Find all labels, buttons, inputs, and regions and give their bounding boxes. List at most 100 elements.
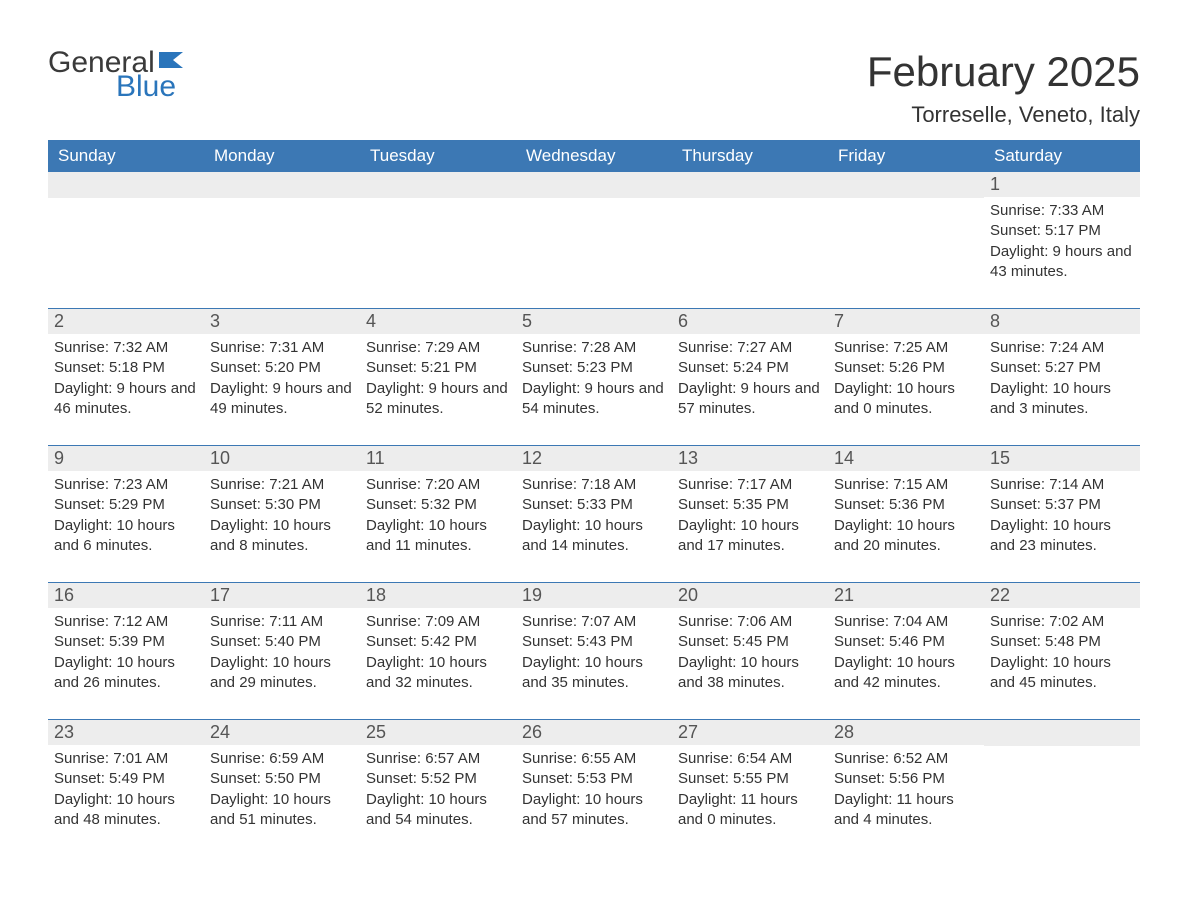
sunrise-text: Sunrise: 7:06 AM xyxy=(678,612,822,632)
day-number: 3 xyxy=(210,311,220,331)
cell-body: Sunrise: 7:20 AMSunset: 5:32 PMDaylight:… xyxy=(360,471,516,556)
week-row: 23Sunrise: 7:01 AMSunset: 5:49 PMDayligh… xyxy=(48,719,1140,840)
sunrise-text: Sunrise: 7:31 AM xyxy=(210,338,354,358)
sunrise-text: Sunrise: 7:32 AM xyxy=(54,338,198,358)
cell-body: Sunrise: 7:02 AMSunset: 5:48 PMDaylight:… xyxy=(984,608,1140,693)
calendar-cell: 14Sunrise: 7:15 AMSunset: 5:36 PMDayligh… xyxy=(828,446,984,566)
day-number: 22 xyxy=(990,585,1010,605)
day-header-row: Sunday Monday Tuesday Wednesday Thursday… xyxy=(48,140,1140,172)
header: General Blue February 2025 Torreselle, V… xyxy=(48,48,1140,128)
day-number: 11 xyxy=(366,448,385,468)
calendar-cell: 3 Sunrise: 7:31 AMSunset: 5:20 PMDaylight… xyxy=(204,309,360,429)
calendar-cell: 15Sunrise: 7:14 AMSunset: 5:37 PMDayligh… xyxy=(984,446,1140,566)
day-number: 12 xyxy=(522,448,542,468)
cell-body: Sunrise: 7:32 AMSunset: 5:18 PMDaylight:… xyxy=(48,334,204,419)
day-number: 8 xyxy=(990,311,1000,331)
sunset-text: Sunset: 5:27 PM xyxy=(990,358,1134,378)
sunrise-text: Sunrise: 7:29 AM xyxy=(366,338,510,358)
sunrise-text: Sunrise: 6:57 AM xyxy=(366,749,510,769)
calendar-cell xyxy=(672,172,828,292)
day-number: 27 xyxy=(678,722,698,742)
sunrise-text: Sunrise: 7:21 AM xyxy=(210,475,354,495)
sunset-text: Sunset: 5:42 PM xyxy=(366,632,510,652)
daylight-text: Daylight: 10 hours and 11 minutes. xyxy=(366,516,510,557)
sunset-text: Sunset: 5:29 PM xyxy=(54,495,198,515)
daylight-text: Daylight: 10 hours and 45 minutes. xyxy=(990,653,1134,694)
sunset-text: Sunset: 5:18 PM xyxy=(54,358,198,378)
sunrise-text: Sunrise: 7:25 AM xyxy=(834,338,978,358)
day-header: Friday xyxy=(828,140,984,172)
calendar-cell: 19 Sunrise: 7:07 AMSunset: 5:43 PMDayligh… xyxy=(516,583,672,703)
daylight-text: Daylight: 10 hours and 42 minutes. xyxy=(834,653,978,694)
sunrise-text: Sunrise: 7:12 AM xyxy=(54,612,198,632)
daylight-text: Daylight: 9 hours and 52 minutes. xyxy=(366,379,510,420)
day-number: 17 xyxy=(210,585,230,605)
day-header: Wednesday xyxy=(516,140,672,172)
sunrise-text: Sunrise: 7:17 AM xyxy=(678,475,822,495)
daylight-text: Daylight: 9 hours and 49 minutes. xyxy=(210,379,354,420)
empty-day xyxy=(360,172,516,198)
empty-day xyxy=(204,172,360,198)
calendar-cell: 18Sunrise: 7:09 AMSunset: 5:42 PMDayligh… xyxy=(360,583,516,703)
sunset-text: Sunset: 5:20 PM xyxy=(210,358,354,378)
sunset-text: Sunset: 5:26 PM xyxy=(834,358,978,378)
sunset-text: Sunset: 5:56 PM xyxy=(834,769,978,789)
page-subtitle: Torreselle, Veneto, Italy xyxy=(867,102,1140,128)
day-header: Sunday xyxy=(48,140,204,172)
daylight-text: Daylight: 10 hours and 38 minutes. xyxy=(678,653,822,694)
calendar-cell xyxy=(984,720,1140,840)
sunrise-text: Sunrise: 7:28 AM xyxy=(522,338,666,358)
daylight-text: Daylight: 10 hours and 23 minutes. xyxy=(990,516,1134,557)
calendar-cell: 1Sunrise: 7:33 AMSunset: 5:17 PMDaylight… xyxy=(984,172,1140,292)
day-header: Thursday xyxy=(672,140,828,172)
day-number: 9 xyxy=(54,448,64,468)
sunset-text: Sunset: 5:21 PM xyxy=(366,358,510,378)
sunrise-text: Sunrise: 7:27 AM xyxy=(678,338,822,358)
sunset-text: Sunset: 5:43 PM xyxy=(522,632,666,652)
cell-body: Sunrise: 6:54 AMSunset: 5:55 PMDaylight:… xyxy=(672,745,828,830)
cell-body: Sunrise: 7:24 AMSunset: 5:27 PMDaylight:… xyxy=(984,334,1140,419)
calendar-cell xyxy=(360,172,516,292)
cell-body: Sunrise: 7:14 AMSunset: 5:37 PMDaylight:… xyxy=(984,471,1140,556)
flag-icon xyxy=(159,50,187,74)
daylight-text: Daylight: 10 hours and 0 minutes. xyxy=(834,379,978,420)
week-row: 9Sunrise: 7:23 AMSunset: 5:29 PMDaylight… xyxy=(48,445,1140,566)
page-title: February 2025 xyxy=(867,48,1140,96)
day-number: 10 xyxy=(210,448,230,468)
logo: General Blue xyxy=(48,48,187,102)
empty-day xyxy=(984,720,1140,746)
day-number: 25 xyxy=(366,722,386,742)
calendar-cell: 7Sunrise: 7:25 AMSunset: 5:26 PMDaylight… xyxy=(828,309,984,429)
day-header: Saturday xyxy=(984,140,1140,172)
calendar-cell: 10Sunrise: 7:21 AMSunset: 5:30 PMDayligh… xyxy=(204,446,360,566)
sunset-text: Sunset: 5:33 PM xyxy=(522,495,666,515)
cell-body: Sunrise: 7:07 AMSunset: 5:43 PMDaylight:… xyxy=(516,608,672,693)
sunrise-text: Sunrise: 6:59 AM xyxy=(210,749,354,769)
day-number: 19 xyxy=(522,585,542,605)
sunset-text: Sunset: 5:35 PM xyxy=(678,495,822,515)
cell-body: Sunrise: 7:25 AMSunset: 5:26 PMDaylight:… xyxy=(828,334,984,419)
cell-body: Sunrise: 7:06 AMSunset: 5:45 PMDaylight:… xyxy=(672,608,828,693)
calendar-cell: 20Sunrise: 7:06 AMSunset: 5:45 PMDayligh… xyxy=(672,583,828,703)
calendar-cell xyxy=(516,172,672,292)
day-number: 13 xyxy=(678,448,698,468)
sunset-text: Sunset: 5:36 PM xyxy=(834,495,978,515)
sunset-text: Sunset: 5:40 PM xyxy=(210,632,354,652)
calendar-cell: 2Sunrise: 7:32 AMSunset: 5:18 PMDaylight… xyxy=(48,309,204,429)
sunrise-text: Sunrise: 7:33 AM xyxy=(990,201,1134,221)
empty-day xyxy=(672,172,828,198)
daylight-text: Daylight: 10 hours and 35 minutes. xyxy=(522,653,666,694)
cell-body: Sunrise: 7:09 AMSunset: 5:42 PMDaylight:… xyxy=(360,608,516,693)
cell-body: Sunrise: 7:12 AMSunset: 5:39 PMDaylight:… xyxy=(48,608,204,693)
daylight-text: Daylight: 10 hours and 6 minutes. xyxy=(54,516,198,557)
day-number: 14 xyxy=(834,448,854,468)
daylight-text: Daylight: 10 hours and 51 minutes. xyxy=(210,790,354,831)
week-row: 1Sunrise: 7:33 AMSunset: 5:17 PMDaylight… xyxy=(48,172,1140,292)
day-number: 1 xyxy=(990,174,1000,194)
sunset-text: Sunset: 5:17 PM xyxy=(990,221,1134,241)
sunset-text: Sunset: 5:55 PM xyxy=(678,769,822,789)
empty-day xyxy=(828,172,984,198)
day-number: 28 xyxy=(834,722,854,742)
calendar-cell: 6Sunrise: 7:27 AMSunset: 5:24 PMDaylight… xyxy=(672,309,828,429)
cell-body: Sunrise: 7:01 AMSunset: 5:49 PMDaylight:… xyxy=(48,745,204,830)
